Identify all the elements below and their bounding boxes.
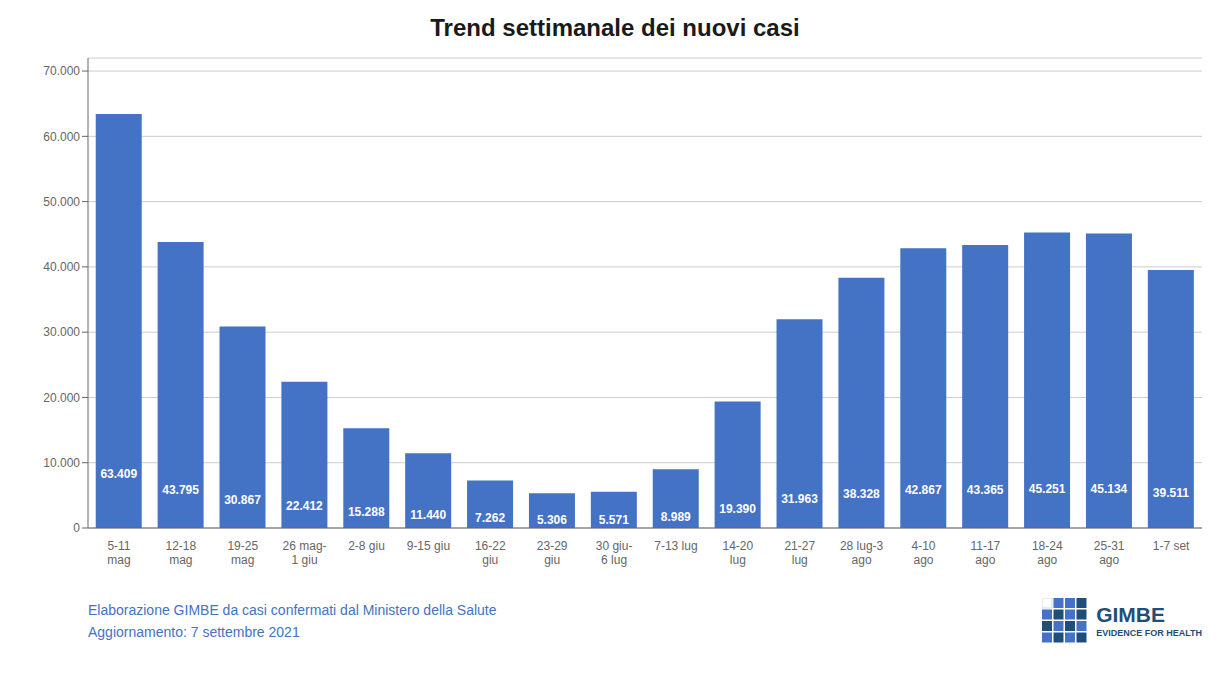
html-text:Elaborazione GIMBE da casi con: Elaborazione GIMBE da casi confermati da…	[88, 602, 497, 618]
svg-text:23-29giu: 23-29giu	[537, 539, 568, 567]
svg-text:20.000: 20.000	[43, 391, 80, 405]
svg-text:11.440: 11.440	[410, 508, 446, 522]
svg-text:19-25mag: 19-25mag	[227, 539, 258, 567]
svg-text:50.000: 50.000	[43, 195, 80, 209]
svg-text:42.867: 42.867	[905, 483, 942, 497]
svg-text:60.000: 60.000	[43, 130, 80, 144]
svg-text:10.000: 10.000	[43, 456, 80, 470]
svg-text:30.000: 30.000	[43, 325, 80, 339]
svg-text:1-7 set: 1-7 set	[1153, 539, 1190, 553]
svg-text:38.328: 38.328	[843, 487, 880, 501]
svg-text:43.795: 43.795	[162, 483, 199, 497]
svg-text:9-15 giu: 9-15 giu	[407, 539, 450, 553]
svg-text:5.571: 5.571	[599, 513, 629, 527]
svg-text:7.262: 7.262	[475, 511, 505, 525]
svg-text:70.000: 70.000	[43, 64, 80, 78]
svg-text:2-8 giu: 2-8 giu	[348, 539, 385, 553]
svg-text:21-27lug: 21-27lug	[784, 539, 815, 567]
svg-text:31.963: 31.963	[781, 492, 818, 506]
svg-text:7-13 lug: 7-13 lug	[654, 539, 697, 553]
svg-text:26 mag-1 giu: 26 mag-1 giu	[283, 539, 327, 567]
svg-text:45.134: 45.134	[1091, 482, 1128, 496]
svg-text:25-31ago: 25-31ago	[1094, 539, 1125, 567]
svg-text:39.511: 39.511	[1153, 486, 1189, 500]
html-text:EVIDENCE FOR HEALTH: EVIDENCE FOR HEALTH	[1096, 628, 1202, 638]
svg-text:16-22giu: 16-22giu	[475, 539, 506, 567]
svg-text:19.390: 19.390	[719, 502, 756, 516]
svg-text:30 giu-6 lug: 30 giu-6 lug	[596, 539, 633, 567]
svg-text:63.409: 63.409	[100, 467, 137, 481]
svg-text:22.412: 22.412	[286, 499, 323, 513]
svg-text:8.989: 8.989	[661, 510, 691, 524]
html-text:GIMBE: GIMBE	[1096, 603, 1165, 626]
svg-text:15.288: 15.288	[348, 505, 385, 519]
html-text:Aggiornamento: 7 settembre 202: Aggiornamento: 7 settembre 2021	[88, 624, 300, 640]
svg-text:5-11mag: 5-11mag	[107, 539, 131, 567]
svg-text:18-24ago: 18-24ago	[1032, 539, 1063, 567]
svg-text:11-17ago: 11-17ago	[970, 539, 1000, 567]
svg-text:40.000: 40.000	[43, 260, 80, 274]
svg-text:45.251: 45.251	[1029, 482, 1066, 496]
svg-text:30.867: 30.867	[224, 493, 261, 507]
html-text:Trend settimanale dei nuovi ca: Trend settimanale dei nuovi casi	[430, 14, 800, 41]
svg-text:4-10ago: 4-10ago	[911, 539, 935, 567]
svg-text:12-18mag: 12-18mag	[165, 539, 196, 567]
svg-text:43.365: 43.365	[967, 483, 1004, 497]
svg-text:14-20lug: 14-20lug	[722, 539, 753, 567]
svg-text:28 lug-3ago: 28 lug-3ago	[840, 539, 884, 567]
svg-text:0: 0	[73, 521, 80, 535]
svg-text:5.306: 5.306	[537, 513, 567, 527]
